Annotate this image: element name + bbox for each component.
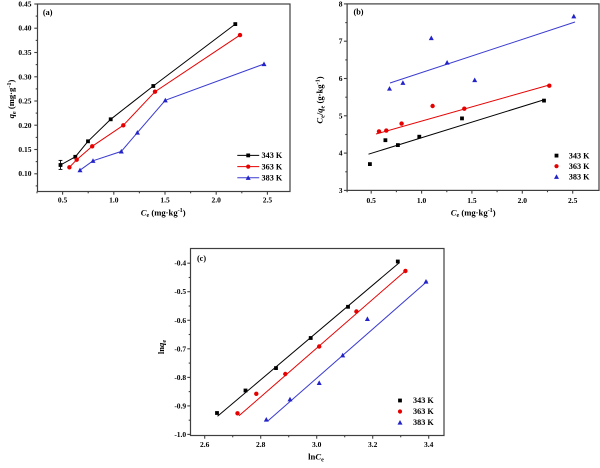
svg-text:0.5: 0.5 <box>58 196 68 205</box>
svg-text:-0.8: -0.8 <box>174 373 186 382</box>
svg-text:0.25: 0.25 <box>18 97 31 106</box>
svg-text:0.10: 0.10 <box>18 169 31 178</box>
svg-text:2.5: 2.5 <box>263 196 273 205</box>
svg-text:(a): (a) <box>43 8 53 17</box>
svg-text:0.5: 0.5 <box>367 196 377 205</box>
svg-text:343 K: 343 K <box>569 151 590 160</box>
svg-text:-0.7: -0.7 <box>174 344 186 353</box>
svg-text:4: 4 <box>339 149 343 158</box>
svg-text:lnCe: lnCe <box>308 452 324 464</box>
svg-text:-0.6: -0.6 <box>174 316 186 325</box>
svg-text:Ce/qe (g·kg-1): Ce/qe (g·kg-1) <box>314 76 326 123</box>
svg-text:lnqe: lnqe <box>156 340 168 354</box>
svg-text:383 K: 383 K <box>413 418 434 427</box>
svg-text:1.5: 1.5 <box>467 196 477 205</box>
svg-text:8: 8 <box>339 0 343 8</box>
svg-text:2.8: 2.8 <box>256 440 266 449</box>
svg-text:3.2: 3.2 <box>368 440 378 449</box>
svg-text:363 K: 363 K <box>413 407 434 416</box>
svg-text:Ce (mg·kg-1): Ce (mg·kg-1) <box>451 207 496 219</box>
svg-text:343 K: 343 K <box>413 396 434 405</box>
svg-text:0.30: 0.30 <box>18 72 31 81</box>
svg-text:383 K: 383 K <box>569 173 590 182</box>
svg-text:-0.4: -0.4 <box>174 259 186 268</box>
svg-text:6: 6 <box>339 74 343 83</box>
svg-text:363 K: 363 K <box>262 162 283 171</box>
svg-text:0.15: 0.15 <box>18 145 31 154</box>
svg-text:3: 3 <box>339 186 343 195</box>
svg-text:5: 5 <box>339 111 343 120</box>
svg-text:(b): (b) <box>353 8 363 17</box>
svg-text:-0.9: -0.9 <box>174 401 186 410</box>
svg-text:2.5: 2.5 <box>568 196 578 205</box>
svg-text:2.6: 2.6 <box>200 440 210 449</box>
svg-text:qe (mg·g-1): qe (mg·g-1) <box>6 80 18 119</box>
svg-text:343 K: 343 K <box>262 151 283 160</box>
svg-text:2.0: 2.0 <box>212 196 222 205</box>
svg-text:2.0: 2.0 <box>518 196 528 205</box>
svg-text:(c): (c) <box>197 254 206 263</box>
svg-text:1.0: 1.0 <box>109 196 119 205</box>
svg-text:0.40: 0.40 <box>18 24 31 33</box>
svg-text:0.20: 0.20 <box>18 121 31 130</box>
svg-text:Ce (mg·kg-1): Ce (mg·kg-1) <box>141 207 186 219</box>
svg-text:1.5: 1.5 <box>160 196 170 205</box>
svg-text:0.45: 0.45 <box>18 0 31 9</box>
svg-text:363 K: 363 K <box>569 162 590 171</box>
svg-text:7: 7 <box>339 37 343 46</box>
svg-text:3.4: 3.4 <box>424 440 434 449</box>
svg-text:1.0: 1.0 <box>417 196 427 205</box>
svg-text:3.0: 3.0 <box>312 440 322 449</box>
svg-text:0.35: 0.35 <box>18 48 31 57</box>
svg-text:-0.5: -0.5 <box>174 287 186 296</box>
svg-text:383 K: 383 K <box>262 174 283 183</box>
svg-text:-1.0: -1.0 <box>174 430 186 439</box>
